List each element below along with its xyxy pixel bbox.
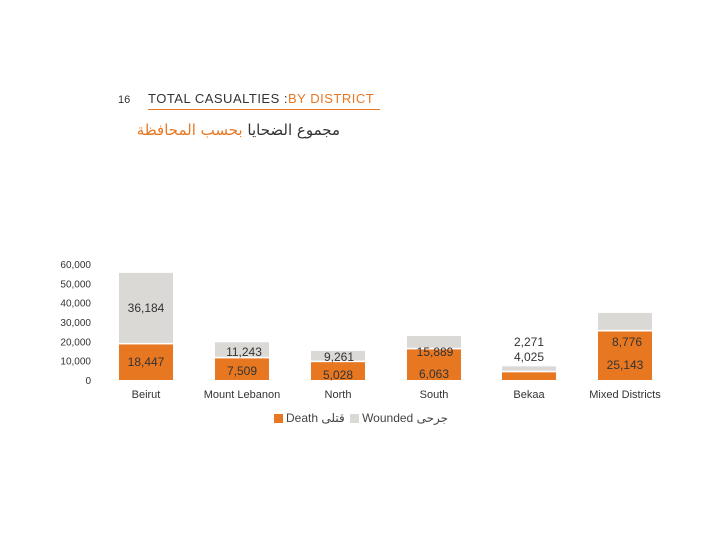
data-label-wounded: 7,509 — [227, 364, 257, 378]
y-tick-label: 50,000 — [60, 279, 91, 290]
data-label-wounded: 2,271 — [514, 335, 544, 349]
chart-title-prefix: TOTAL CASUALTIES : — [148, 91, 288, 106]
data-label-death: 15,889 — [417, 345, 454, 359]
legend-label-death-arabic: قتلى — [321, 411, 345, 425]
bar-wounded-north — [311, 350, 365, 361]
y-tick-label: 20,000 — [60, 337, 91, 348]
y-tick-label: 40,000 — [60, 299, 91, 310]
data-label-death: 11,243 — [226, 345, 262, 359]
data-label-death: 18,447 — [128, 355, 165, 369]
y-tick-label: 0 — [85, 376, 91, 387]
y-tick-label: 60,000 — [60, 260, 91, 271]
data-label-wounded: 5,028 — [323, 368, 353, 382]
bar-death-beirut — [119, 344, 173, 380]
bar-wounded-bekaa — [502, 366, 556, 371]
chart-title-arabic-main: مجموع الضحايا — [247, 121, 340, 139]
bar-death-bekaa — [502, 372, 556, 380]
chart-title-accent: BY DISTRICT — [288, 91, 375, 106]
bar-separator — [598, 329, 652, 332]
chart-title: TOTAL CASUALTIES :BY DISTRICT — [148, 91, 374, 106]
title-underline — [148, 109, 380, 110]
bar-death-south — [407, 349, 461, 380]
x-tick-label: Bekaa — [513, 389, 545, 401]
legend-label-wounded-arabic: جرحى — [416, 411, 449, 425]
legend-swatch-death — [274, 414, 283, 423]
x-tick-label: Mixed Districts — [589, 389, 661, 401]
bar-separator — [407, 347, 461, 350]
data-label-wounded: 36,184 — [128, 301, 165, 315]
data-label-wounded: 8,776 — [612, 335, 642, 349]
x-tick-label: North — [325, 389, 352, 401]
data-label-wounded: 6,063 — [419, 367, 449, 381]
chart-legend: Death قتلى Wounded جرحى — [274, 411, 450, 425]
data-label-death: 9,261 — [324, 350, 354, 364]
page-number: 16 — [118, 94, 131, 106]
data-label-death: 25,143 — [607, 358, 644, 372]
bar-wounded-mixed-districts — [598, 312, 652, 330]
bar-wounded-beirut — [119, 272, 173, 343]
bar-death-mixed-districts — [598, 331, 652, 380]
x-tick-label: South — [420, 389, 449, 401]
bar-separator — [215, 356, 269, 359]
bar-separator — [502, 370, 556, 373]
x-tick-label: Mount Lebanon — [204, 389, 280, 401]
bar-separator — [119, 342, 173, 345]
chart-title-arabic-accent: بحسب المحافظة — [136, 121, 243, 139]
bar-wounded-mount-lebanon — [215, 342, 269, 357]
legend-swatch-wounded — [350, 414, 360, 423]
x-tick-label: Beirut — [132, 389, 161, 401]
chart-title-arabic: مجموع الضحايا بحسب المحافظة — [137, 121, 340, 139]
bar-death-north — [311, 362, 365, 380]
bar-separator — [311, 360, 365, 363]
y-tick-label: 10,000 — [60, 357, 91, 368]
bar-death-mount-lebanon — [215, 358, 269, 380]
legend-label-wounded: Wounded — [362, 411, 414, 425]
legend-item-death: Death قتلى — [274, 411, 345, 425]
y-tick-label: 30,000 — [60, 318, 91, 329]
bar-wounded-south — [407, 336, 461, 348]
legend-label-death: Death — [286, 411, 319, 425]
data-label-death: 4,025 — [514, 350, 544, 364]
legend-item-wounded: Wounded جرحى — [350, 411, 448, 425]
